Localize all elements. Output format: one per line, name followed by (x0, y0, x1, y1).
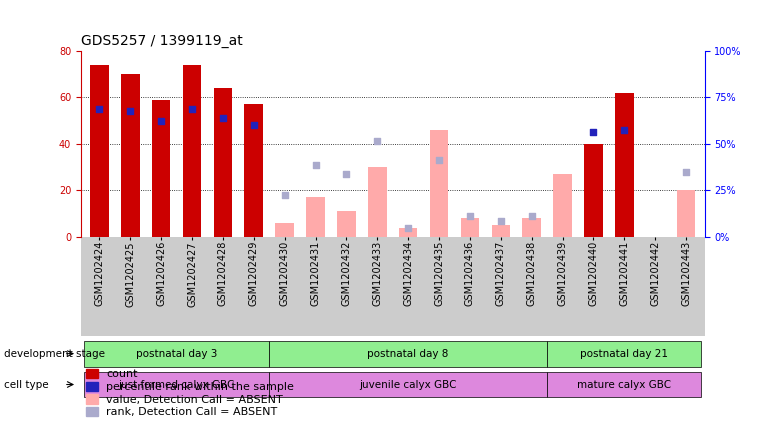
Point (340, 170, 353, 178)
Legend: count, percentile rank within the sample, value, Detection Call = ABSENT, rank, : count, percentile rank within the sample… (86, 369, 294, 418)
Point (310, 161, 322, 168)
Bar (121, 74, 139, 237)
Bar (152, 99, 170, 237)
Point (494, 217, 507, 224)
Text: postnatal day 3: postnatal day 3 (136, 349, 217, 359)
Bar (522, 218, 541, 237)
Point (402, 224, 414, 231)
Text: postnatal day 21: postnatal day 21 (581, 349, 668, 359)
Bar (213, 88, 232, 237)
Point (588, 129, 600, 135)
Point (525, 212, 537, 219)
Text: just formed calyx GBC: just formed calyx GBC (119, 379, 235, 390)
FancyBboxPatch shape (547, 371, 701, 398)
Bar (430, 130, 448, 237)
Point (680, 168, 692, 175)
Bar (368, 167, 387, 237)
Point (124, 108, 136, 115)
Bar (306, 197, 325, 237)
Bar (245, 104, 263, 237)
Bar (554, 174, 572, 237)
Point (155, 117, 167, 124)
Point (248, 122, 260, 129)
Text: mature calyx GBC: mature calyx GBC (578, 379, 671, 390)
Text: juvenile calyx GBC: juvenile calyx GBC (360, 379, 457, 390)
Point (371, 138, 383, 145)
Bar (399, 228, 417, 237)
Text: postnatal day 8: postnatal day 8 (367, 349, 449, 359)
Point (279, 192, 291, 198)
FancyBboxPatch shape (270, 371, 547, 398)
FancyBboxPatch shape (84, 371, 270, 398)
Point (216, 115, 229, 122)
Bar (615, 93, 634, 237)
FancyBboxPatch shape (547, 341, 701, 367)
Bar (491, 225, 510, 237)
Point (186, 105, 198, 112)
Text: cell type: cell type (4, 379, 49, 390)
Bar (337, 212, 356, 237)
Text: GDS5257 / 1399119_at: GDS5257 / 1399119_at (81, 34, 243, 48)
Bar (677, 190, 695, 237)
Text: development stage: development stage (4, 349, 105, 359)
Point (433, 157, 445, 164)
Point (464, 212, 476, 219)
FancyBboxPatch shape (84, 341, 270, 367)
Bar (90, 65, 109, 237)
Bar (460, 218, 479, 237)
Point (93, 105, 105, 112)
Bar (584, 144, 603, 237)
Point (618, 126, 631, 133)
Bar (182, 65, 201, 237)
Bar (276, 223, 294, 237)
FancyBboxPatch shape (270, 341, 547, 367)
